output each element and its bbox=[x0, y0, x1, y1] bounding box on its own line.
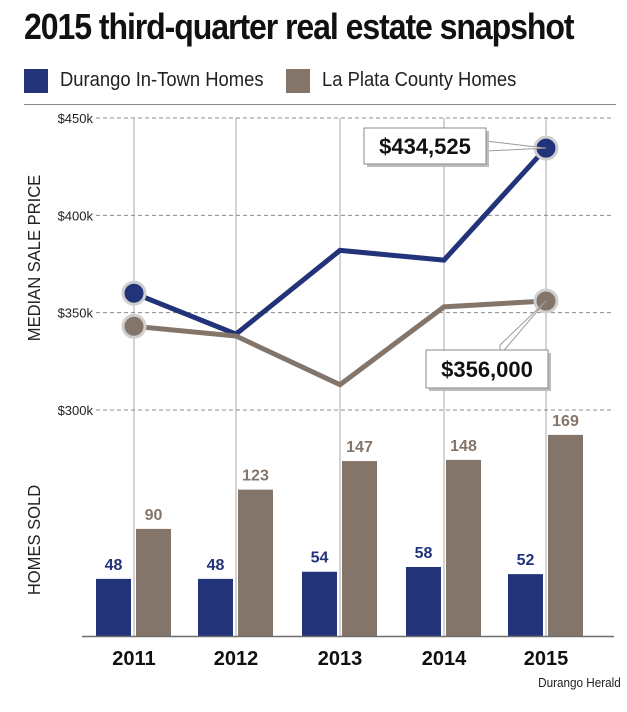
bar-durango-2015 bbox=[508, 574, 543, 636]
y-axis-label-homes-sold: HOMES SOLD bbox=[23, 485, 44, 595]
x-tick-label-2015: 2015 bbox=[524, 648, 569, 670]
bar-durango-2012 bbox=[198, 578, 233, 636]
bar-durango-2013 bbox=[302, 571, 337, 636]
bar-laplata-2012 bbox=[238, 489, 273, 636]
bar-laplata-2014 bbox=[446, 459, 481, 636]
x-tick-label-2013: 2013 bbox=[318, 648, 363, 670]
bar-value-label: 90 bbox=[145, 507, 163, 524]
x-tick-label-2011: 2011 bbox=[112, 648, 155, 670]
chart-title: 2015 third-quarter real estate snapshot bbox=[24, 6, 575, 47]
bar-value-label: 169 bbox=[552, 413, 579, 430]
y-tick-label: $350k bbox=[58, 306, 94, 321]
x-tick-label-2012: 2012 bbox=[214, 648, 259, 670]
marker-laplata-2011 bbox=[121, 313, 147, 339]
bar-durango-2014 bbox=[406, 566, 441, 636]
callout-label: $434,525 bbox=[379, 134, 471, 159]
bar-value-label: 48 bbox=[207, 557, 225, 574]
y-axis-label-price: MEDIAN SALE PRICE bbox=[23, 175, 44, 341]
legend-swatch-durango bbox=[24, 69, 48, 93]
bar-value-label: 147 bbox=[346, 439, 373, 456]
y-tick-label: $450k bbox=[58, 111, 94, 126]
callout-laplata: $356,000 bbox=[425, 300, 551, 391]
bar-value-label: 48 bbox=[105, 557, 123, 574]
bar-durango-2011 bbox=[96, 578, 131, 636]
header-divider bbox=[24, 104, 616, 105]
bar-value-label: 58 bbox=[415, 545, 433, 562]
bar-laplata-2011 bbox=[136, 528, 171, 636]
y-tick-label: $300k bbox=[58, 403, 94, 418]
callout-durango: $434,525 bbox=[363, 127, 547, 167]
callout-leader bbox=[499, 300, 547, 357]
bar-value-label: 123 bbox=[242, 468, 269, 485]
y-tick-label: $400k bbox=[58, 208, 94, 223]
bar-value-label: 54 bbox=[311, 550, 329, 567]
callout-box bbox=[425, 349, 549, 389]
bar-laplata-2015 bbox=[548, 434, 583, 636]
callout-box bbox=[363, 127, 487, 165]
line-durango bbox=[133, 146, 548, 337]
legend-label-durango: Durango In-Town Homes bbox=[60, 69, 264, 91]
credit: Durango Herald bbox=[538, 675, 621, 690]
bar-value-label: 52 bbox=[517, 552, 535, 569]
marker-durango-2011 bbox=[121, 280, 147, 306]
bar-value-label: 148 bbox=[450, 438, 477, 455]
x-tick-label-2014: 2014 bbox=[422, 648, 467, 670]
legend-swatch-laplata bbox=[286, 69, 310, 93]
legend-label-laplata: La Plata County Homes bbox=[322, 69, 517, 91]
callout-label: $356,000 bbox=[441, 357, 533, 382]
line-laplata bbox=[133, 298, 547, 388]
bar-laplata-2013 bbox=[342, 461, 377, 636]
